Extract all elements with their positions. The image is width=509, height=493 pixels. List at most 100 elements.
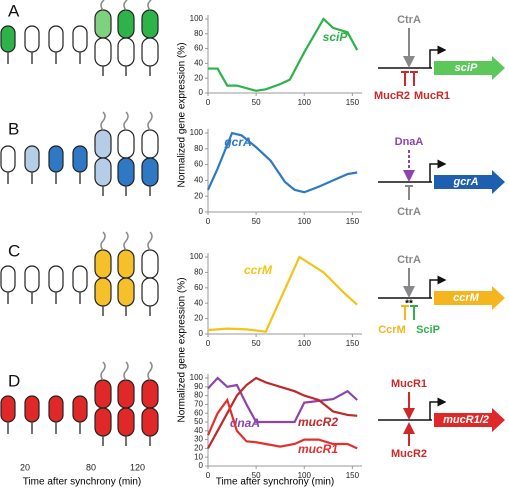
cell — [24, 265, 40, 293]
y-tick-label: 20 — [194, 314, 203, 323]
y-tick-label: 50 — [194, 417, 203, 426]
series-label: ccrM — [244, 263, 273, 277]
cell — [117, 249, 135, 279]
series-label: sciP — [323, 30, 349, 44]
y-tick-label: 70 — [194, 400, 203, 409]
y-tick-label: 40 — [194, 176, 203, 185]
cell — [48, 25, 64, 53]
regulator: SciP — [416, 324, 440, 336]
series-line — [206, 131, 358, 194]
regulator: MucR2 — [391, 448, 427, 460]
series-label: mucR1 — [298, 442, 338, 456]
y-tick-label: 60 — [194, 408, 203, 417]
regulator: MucR1 — [391, 378, 427, 390]
cell — [48, 395, 64, 423]
cell — [141, 379, 159, 409]
y-tick-label: 40 — [194, 59, 203, 68]
y-tick-label: 0 — [199, 207, 204, 216]
series-line — [207, 376, 358, 424]
cell-time-tick: 20 — [20, 462, 30, 472]
cell — [94, 407, 112, 437]
cell — [94, 379, 112, 409]
cell — [48, 145, 64, 173]
y-tick-label: 90 — [194, 382, 203, 391]
x-tick-label: 100 — [298, 98, 312, 107]
y-tick-label: 80 — [194, 391, 203, 400]
y-tick-label: 10 — [194, 452, 203, 461]
x-tick-label: 150 — [346, 471, 360, 480]
cell — [141, 407, 159, 437]
y-tick-label: 60 — [194, 283, 203, 292]
gene-label: gcrA — [452, 176, 478, 188]
cell — [141, 157, 159, 187]
cell — [94, 37, 112, 67]
flagellum — [100, 0, 105, 11]
cell — [24, 145, 40, 173]
diagram: gcrA DnaA CtrA — [378, 136, 505, 218]
series-line — [207, 376, 358, 449]
y-tick-label: 60 — [194, 44, 203, 53]
gene-label: mucR1/2 — [443, 414, 489, 426]
cell — [94, 129, 112, 159]
y-tick-label: 80 — [194, 144, 203, 153]
flagellum — [100, 111, 106, 131]
regulator: DnaA — [395, 136, 424, 148]
series-label: gcrA — [223, 135, 251, 149]
cell — [141, 129, 159, 159]
cell — [24, 25, 40, 53]
x-tick-label: 50 — [252, 339, 261, 348]
y-tick-label: 40 — [194, 298, 203, 307]
x-axis-label: Time after synchrony (min) — [216, 477, 335, 488]
x-tick-label: 150 — [346, 98, 360, 107]
series-label: mucR2 — [298, 415, 338, 429]
flagellum — [100, 361, 106, 381]
cell — [117, 37, 135, 67]
cell — [48, 265, 64, 293]
x-tick-label: 100 — [298, 471, 312, 480]
diagram: mucR1/2 MucR1 MucR2 — [378, 378, 505, 460]
x-tick-label: 50 — [252, 217, 261, 226]
diagram: ccrM CtrA ** CcrM SciP — [378, 254, 505, 336]
flagellum — [123, 0, 128, 11]
regulator: MucR1 — [414, 90, 450, 102]
panel-letter: D — [8, 371, 20, 390]
x-tick-label: 0 — [206, 98, 211, 107]
y-axis-label: Normalized gene expression (%) — [177, 42, 188, 187]
cell — [94, 9, 112, 39]
y-tick-label: 80 — [194, 29, 203, 38]
x-tick-label: 50 — [252, 98, 261, 107]
cell — [72, 395, 88, 423]
flagellum — [147, 111, 153, 131]
y-tick-label: 100 — [190, 252, 204, 261]
cell — [0, 265, 16, 293]
y-tick-label: 0 — [199, 88, 204, 97]
panel-letter: A — [8, 1, 20, 20]
y-tick-label: 80 — [194, 268, 203, 277]
flagellum — [147, 231, 153, 251]
y-tick-label: 100 — [190, 373, 204, 382]
cell — [117, 407, 135, 437]
flagellum — [123, 111, 129, 131]
regulator: CtrA — [397, 254, 421, 266]
x-tick-label: 50 — [252, 471, 261, 480]
cell — [0, 25, 16, 53]
y-tick-label: 0 — [199, 329, 204, 338]
y-tick-label: 60 — [194, 160, 203, 169]
cell — [141, 277, 159, 307]
x-tick-label: 0 — [206, 217, 211, 226]
flagellum — [123, 231, 129, 251]
cell — [72, 25, 88, 53]
y-tick-label: 100 — [190, 128, 204, 137]
cell — [141, 9, 159, 39]
regulator: CcrM — [378, 324, 406, 336]
cell-cycle-illustration — [0, 0, 159, 446]
cell — [141, 37, 159, 67]
y-tick-label: 30 — [194, 435, 203, 444]
flagellum — [147, 0, 152, 11]
cell — [117, 379, 135, 409]
series-label: dnaA — [230, 416, 260, 430]
flagellum — [147, 361, 153, 381]
cell — [72, 145, 88, 173]
y-tick-label: 100 — [190, 14, 204, 23]
